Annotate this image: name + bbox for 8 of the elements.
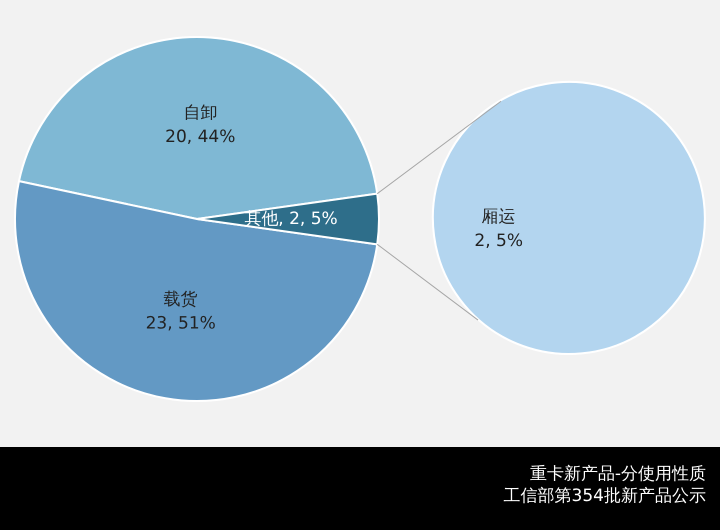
text: 工信部第354批新产品公示 xyxy=(502,485,706,507)
data-label: 23, 51% xyxy=(146,314,216,334)
slice-label: 载货 xyxy=(164,290,198,310)
data-label: 20, 44% xyxy=(165,127,236,148)
text: 重卡新产品-分使用性质 xyxy=(528,463,706,485)
data-label: 2, 5% xyxy=(474,230,523,251)
slice-label: 厢运 xyxy=(482,206,516,227)
slice-label: 自卸 xyxy=(183,103,218,124)
